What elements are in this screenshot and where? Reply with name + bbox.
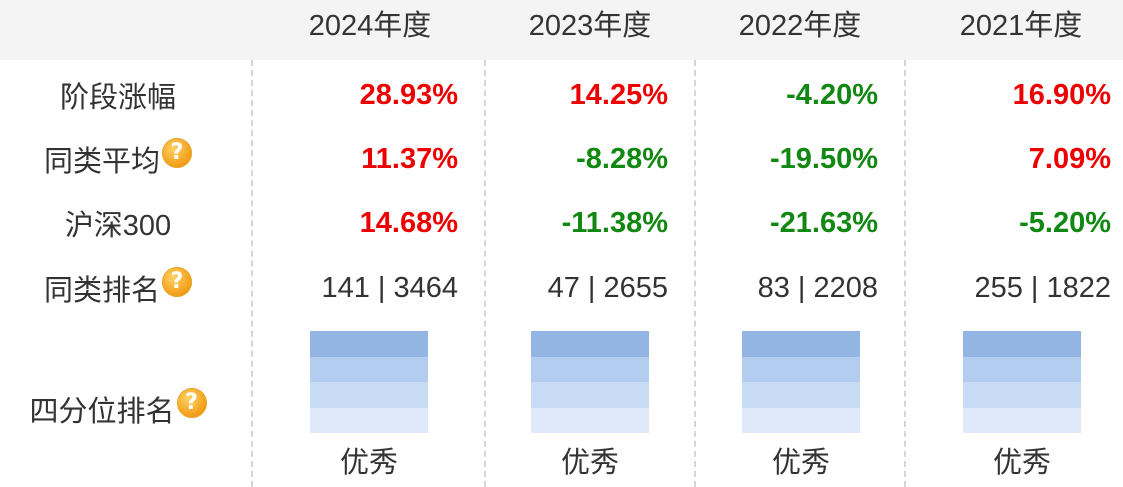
row-label-text: 同类排名 bbox=[43, 275, 160, 307]
quartile-label-2022: 优秀 bbox=[771, 447, 830, 479]
quartile-segment-upper-mid bbox=[963, 356, 1081, 382]
quartile-segment-lower-mid bbox=[742, 382, 860, 408]
help-icon[interactable]: ? bbox=[162, 138, 192, 168]
quartile-segment-top bbox=[531, 331, 649, 357]
row-label-category-rank: 同类排名? bbox=[0, 263, 236, 313]
help-icon[interactable]: ? bbox=[162, 267, 192, 297]
quartile-bar-2021 bbox=[963, 331, 1081, 433]
quartile-label-2021: 优秀 bbox=[992, 447, 1051, 479]
quartile-bar-2023 bbox=[531, 331, 649, 433]
column-divider bbox=[694, 60, 696, 487]
quartile-segment-lower-mid bbox=[310, 382, 428, 408]
csi300-value-2022: -21.63% bbox=[769, 207, 878, 239]
column-header-2024: 2024年度 bbox=[308, 10, 432, 42]
csi300-value-2023: -11.38% bbox=[561, 207, 668, 239]
quartile-label-2023: 优秀 bbox=[560, 447, 619, 479]
category-rank-value-2022: 83 | 2208 bbox=[757, 272, 878, 304]
row-label-text: 阶段涨幅 bbox=[59, 82, 176, 114]
quartile-segment-lower-mid bbox=[963, 382, 1081, 408]
category-avg-value-2021: 7.09% bbox=[1028, 143, 1111, 175]
quartile-segment-upper-mid bbox=[310, 356, 428, 382]
row-label-text: 沪深300 bbox=[64, 210, 172, 242]
stage-return-value-2023: 14.25% bbox=[569, 79, 668, 111]
stage-return-value-2021: 16.90% bbox=[1012, 79, 1111, 111]
stage-return-value-2024: 28.93% bbox=[359, 79, 458, 111]
row-label-category-avg: 同类平均? bbox=[0, 134, 236, 184]
row-label-text: 四分位排名 bbox=[29, 396, 175, 428]
quartile-bar-2022 bbox=[742, 331, 860, 433]
column-header-2021: 2021年度 bbox=[959, 10, 1083, 42]
category-avg-value-2023: -8.28% bbox=[576, 143, 668, 175]
column-header-2022: 2022年度 bbox=[738, 10, 862, 42]
quartile-segment-bottom bbox=[310, 407, 428, 433]
row-label-text: 同类平均 bbox=[43, 146, 160, 178]
category-rank-value-2021: 255 | 1822 bbox=[974, 272, 1111, 304]
quartile-segment-top bbox=[310, 331, 428, 357]
category-avg-value-2022: -19.50% bbox=[769, 143, 878, 175]
column-divider bbox=[251, 60, 253, 487]
quartile-segment-bottom bbox=[742, 407, 860, 433]
quartile-segment-bottom bbox=[531, 407, 649, 433]
column-divider bbox=[484, 60, 486, 487]
csi300-value-2024: 14.68% bbox=[359, 207, 458, 239]
quartile-segment-upper-mid bbox=[742, 356, 860, 382]
quartile-label-2024: 优秀 bbox=[339, 447, 398, 479]
category-avg-value-2024: 11.37% bbox=[361, 143, 458, 175]
column-divider bbox=[904, 60, 906, 487]
row-label-stage-return: 阶段涨幅 bbox=[0, 70, 236, 120]
row-label-csi300: 沪深300 bbox=[0, 198, 236, 248]
column-header-2023: 2023年度 bbox=[528, 10, 652, 42]
quartile-segment-top bbox=[742, 331, 860, 357]
quartile-bar-2024 bbox=[310, 331, 428, 433]
csi300-value-2021: -5.20% bbox=[1019, 207, 1111, 239]
category-rank-value-2023: 47 | 2655 bbox=[547, 272, 668, 304]
quartile-segment-lower-mid bbox=[531, 382, 649, 408]
table-header: 2024年度 2023年度 2022年度 2021年度 bbox=[0, 0, 1123, 60]
stage-return-value-2022: -4.20% bbox=[786, 79, 878, 111]
help-icon[interactable]: ? bbox=[176, 388, 207, 418]
category-rank-value-2024: 141 | 3464 bbox=[321, 272, 458, 304]
quartile-segment-top bbox=[963, 331, 1081, 357]
quartile-segment-upper-mid bbox=[531, 356, 649, 382]
row-label-quartile-rank: 四分位排名? bbox=[0, 384, 236, 434]
quartile-segment-bottom bbox=[963, 407, 1081, 433]
